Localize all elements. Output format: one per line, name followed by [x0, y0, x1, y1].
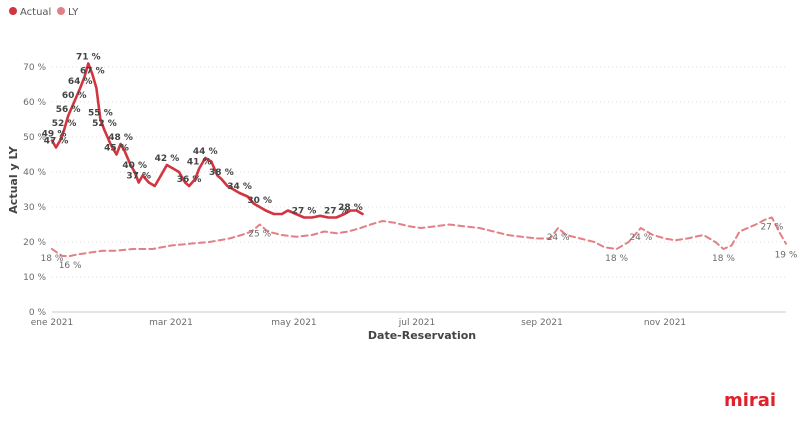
- series-line-actual: [50, 62, 364, 219]
- y-tick-label: 60 %: [23, 98, 46, 108]
- y-tick-label: 0 %: [29, 308, 47, 318]
- data-label-actual: 71 %: [76, 53, 101, 63]
- data-label-ly: 19 %: [775, 251, 798, 261]
- y-tick-label: 30 %: [23, 203, 46, 213]
- series-line-ly: [51, 216, 787, 257]
- data-label-actual: 38 %: [209, 168, 234, 178]
- data-label-ly: 24 %: [629, 233, 652, 243]
- data-label-ly: 18 %: [41, 254, 64, 264]
- data-label-actual: 48 %: [108, 133, 133, 143]
- y-tick-label: 50 %: [23, 133, 46, 143]
- data-label-actual: 55 %: [88, 109, 113, 119]
- data-label-actual: 44 %: [193, 147, 218, 157]
- data-label-actual: 47 %: [44, 137, 69, 147]
- legend-label-actual: Actual: [20, 7, 51, 18]
- data-label-actual: 34 %: [227, 182, 252, 192]
- x-axis-ticks: ene 2021 mar 2021 may 2021 jul 2021 sep 2021…: [31, 318, 686, 328]
- y-axis-ticks: 0 % 10 % 20 % 30 % 40 % 50 % 60 % 70 %: [23, 63, 46, 318]
- data-label-ly: 25 %: [248, 230, 271, 240]
- data-label-actual: 28 %: [338, 203, 363, 213]
- mirai-logo: mirai: [724, 390, 776, 411]
- data-label-actual: 52 %: [52, 119, 77, 129]
- data-label-ly: 24 %: [547, 233, 570, 243]
- data-label-ly: 18 %: [712, 254, 735, 264]
- legend-marker-ly: [57, 7, 65, 15]
- legend-label-ly: LY: [68, 7, 79, 18]
- y-tick-label: 70 %: [23, 63, 46, 73]
- data-label-actual: 56 %: [56, 105, 81, 115]
- y-tick-label: 10 %: [23, 273, 46, 283]
- data-labels: 49 %47 %52 %56 %60 %64 %71 %67 %55 %52 %…: [41, 53, 798, 272]
- x-tick-label: nov 2021: [644, 318, 686, 328]
- x-tick-label: may 2021: [271, 318, 316, 328]
- data-label-actual: 42 %: [155, 154, 180, 164]
- data-label-ly: 16 %: [59, 261, 82, 271]
- legend-marker-actual: [9, 7, 17, 15]
- y-tick-label: 40 %: [23, 168, 46, 178]
- data-label-ly: 27 %: [760, 223, 783, 233]
- y-axis-title: Actual y LY: [7, 145, 20, 213]
- x-tick-label: sep 2021: [521, 318, 563, 328]
- x-tick-label: ene 2021: [31, 318, 74, 328]
- data-label-ly: 18 %: [605, 254, 628, 264]
- series-group: [50, 62, 787, 257]
- data-label-actual: 52 %: [92, 119, 117, 129]
- data-label-actual: 30 %: [247, 196, 272, 206]
- x-tick-label: mar 2021: [149, 318, 193, 328]
- legend: Actual LY: [9, 7, 79, 18]
- data-label-actual: 60 %: [62, 91, 87, 101]
- data-label-actual: 41 %: [187, 158, 212, 168]
- data-label-actual: 40 %: [122, 161, 147, 171]
- data-label-actual: 36 %: [177, 175, 202, 185]
- data-label-actual: 67 %: [80, 67, 105, 77]
- data-label-actual: 27 %: [292, 207, 317, 217]
- x-axis-title: Date-Reservation: [368, 329, 476, 342]
- data-label-actual: 45 %: [104, 144, 129, 154]
- data-label-actual: 49 %: [42, 130, 67, 140]
- data-label-actual: 27 %: [324, 207, 349, 217]
- data-label-actual: 64 %: [68, 77, 93, 87]
- x-tick-label: jul 2021: [398, 318, 435, 328]
- y-tick-label: 20 %: [23, 238, 46, 248]
- data-label-actual: 37 %: [126, 172, 151, 182]
